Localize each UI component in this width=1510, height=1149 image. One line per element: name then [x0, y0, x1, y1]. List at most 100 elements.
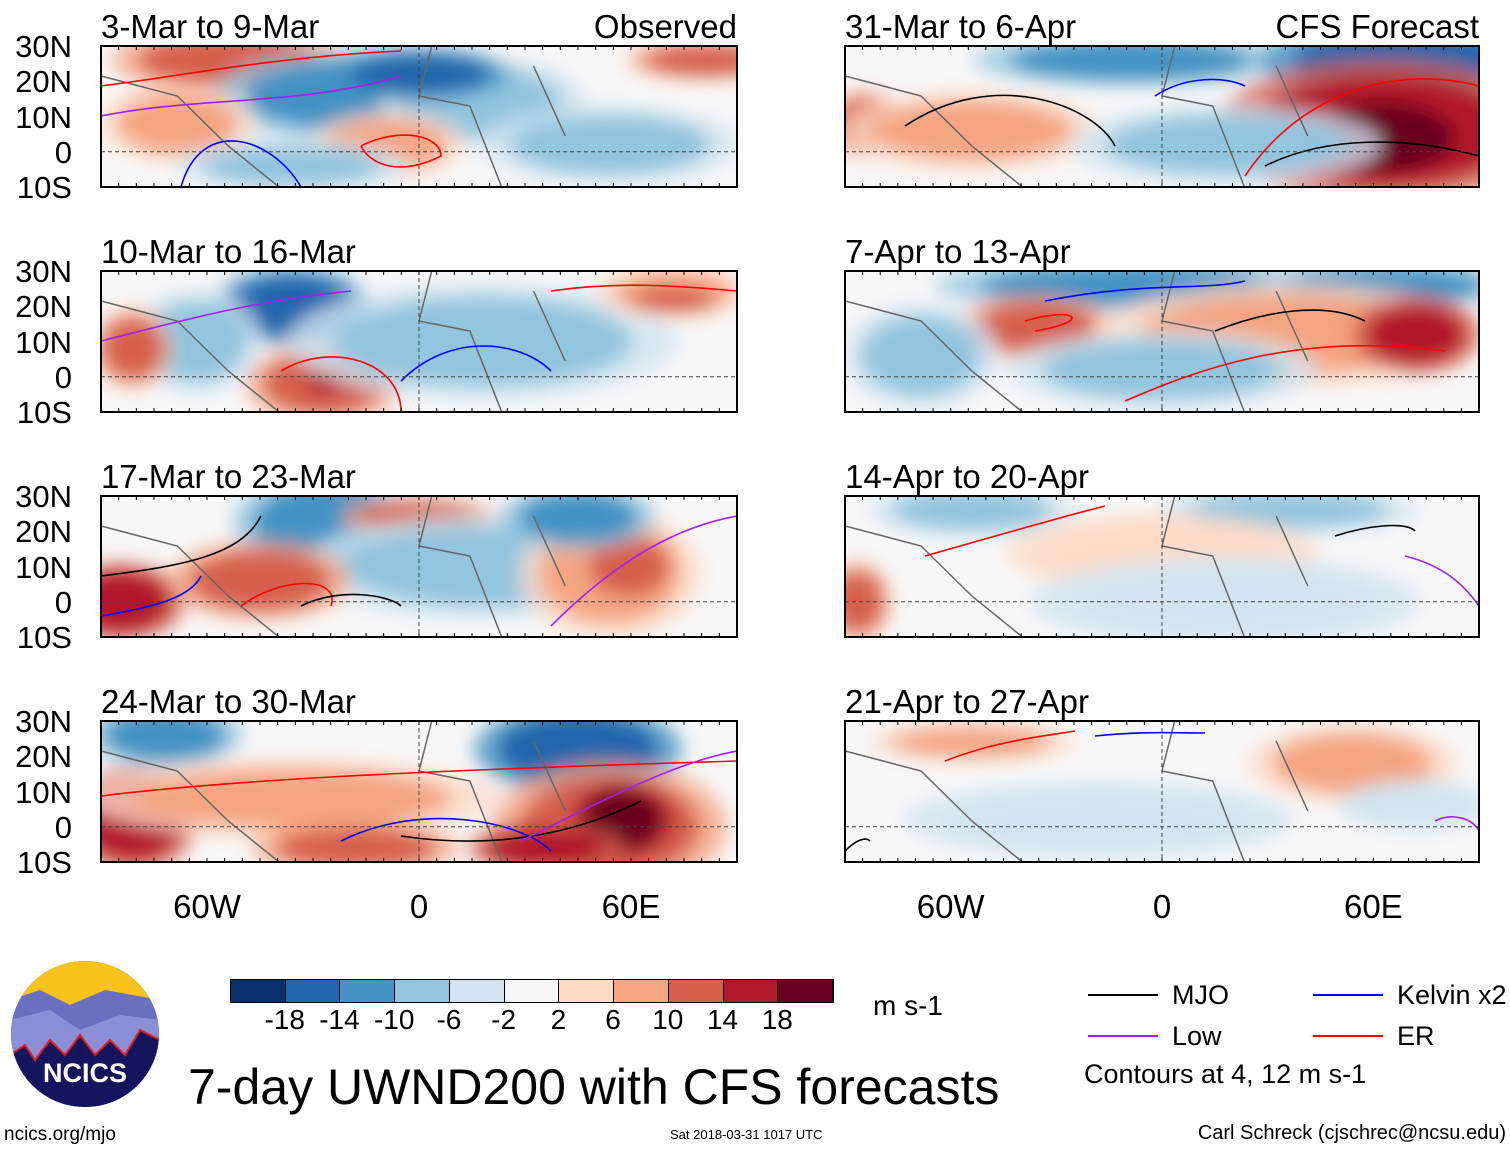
colorbar-swatch	[504, 980, 560, 1002]
wind-anomaly-region	[104, 721, 225, 761]
wind-anomaly-region	[1272, 733, 1433, 794]
wind-anomaly-region	[275, 827, 436, 862]
colorbar-swatch	[559, 980, 615, 1002]
wave-contour	[1094, 731, 1206, 737]
footer-timestamp: Sat 2018-03-31 1017 UTC	[670, 1127, 823, 1142]
coastline	[845, 46, 1309, 187]
coastline	[101, 46, 566, 187]
map-panel	[845, 271, 1479, 412]
colorbar-tick-label: -10	[373, 1004, 415, 1035]
wind-anomaly-region	[146, 301, 247, 382]
map-panel	[101, 46, 737, 187]
wind-anomaly-region	[1365, 304, 1466, 365]
wave-contour	[101, 75, 402, 117]
map-panel	[845, 721, 1479, 862]
coastline	[101, 496, 566, 637]
lat-label: 30N	[15, 254, 72, 289]
lat-label: 30N	[15, 704, 72, 739]
lat-label: 0	[54, 584, 72, 620]
wind-anomaly-region	[518, 496, 638, 543]
wave-contour	[904, 94, 1116, 147]
map-panel	[845, 46, 1479, 187]
map-panel	[101, 496, 737, 637]
wind-anomaly-region	[101, 571, 171, 632]
wave-contour	[300, 593, 402, 607]
panel-title: 14-Apr to 20-Apr	[845, 458, 1089, 495]
lat-label: 10S	[16, 170, 72, 205]
wind-anomaly-region	[845, 571, 883, 632]
wave-contour	[101, 760, 737, 797]
lat-label: 10S	[16, 620, 72, 655]
wind-anomaly-region	[891, 496, 1052, 531]
panel-title: 7-Apr to 13-Apr	[845, 233, 1071, 270]
colorbar-units: m s-1	[873, 990, 943, 1021]
wave-contour	[1044, 280, 1246, 302]
lon-label: 60W	[173, 888, 241, 925]
colorbar-tick-label: -2	[491, 1004, 517, 1035]
wind-anomaly-region	[486, 827, 607, 862]
wave-contour	[240, 582, 333, 607]
legend-label: Low	[1172, 1021, 1222, 1051]
wind-anomaly-region	[633, 287, 714, 312]
legend-line-er	[1313, 1035, 1383, 1037]
lat-label: 0	[54, 359, 72, 395]
wave-contour	[101, 290, 352, 342]
colorbar-swatch	[231, 980, 286, 1002]
lat-label: 20N	[15, 64, 72, 100]
legend-line-kelvin	[1313, 994, 1383, 996]
panel-source-tag: Observed	[593, 8, 737, 45]
lat-label: 10S	[16, 395, 72, 430]
lon-label: 0	[409, 888, 429, 925]
wind-anomaly-region	[509, 114, 710, 175]
panel-title: 17-Mar to 23-Mar	[101, 458, 356, 495]
colorbar-tick-label: -14	[319, 1004, 360, 1035]
footer-url[interactable]: ncics.org/mjo	[4, 1124, 116, 1145]
wave-contour	[550, 284, 737, 292]
coastline	[845, 721, 1309, 862]
lat-label: 20N	[15, 739, 72, 775]
colorbar-tick-label: 18	[761, 1004, 793, 1035]
wind-anomaly-region	[1355, 785, 1476, 826]
wind-anomaly-region	[861, 315, 982, 396]
wave-contour	[1244, 78, 1479, 177]
lat-label: 30N	[15, 479, 72, 514]
wind-anomaly-region	[201, 145, 382, 186]
lat-label: 20N	[15, 289, 72, 325]
lat-label: 0	[54, 809, 72, 845]
legend-line-mjo	[1088, 994, 1158, 996]
colorbar-swatch	[668, 980, 724, 1002]
coastline	[101, 271, 566, 412]
wave-contour	[101, 575, 202, 617]
colorbar-tick-label: 14	[706, 1004, 739, 1035]
panel-title: 31-Mar to 6-Apr	[845, 8, 1077, 45]
wind-anomaly-region	[891, 727, 1052, 758]
panel-title: 3-Mar to 9-Mar	[101, 8, 320, 45]
wave-contour	[280, 356, 402, 412]
lat-label: 0	[54, 134, 72, 170]
colorbar	[230, 979, 834, 1003]
lon-label: 60E	[601, 888, 661, 925]
wind-anomaly-region	[588, 536, 669, 597]
colorbar-swatch	[285, 980, 341, 1002]
footer-credit: Carl Schreck (cjschrec@ncsu.edu)	[1197, 1122, 1506, 1144]
colorbar-swatch	[395, 980, 450, 1002]
svg-text:NCICS: NCICS	[43, 1058, 127, 1088]
wind-anomaly-region	[190, 550, 330, 611]
panel-title: 10-Mar to 16-Mar	[101, 233, 356, 270]
map-panel	[845, 496, 1479, 637]
wave-contour	[360, 134, 442, 168]
colorbar-tick-label: 10	[652, 1004, 684, 1035]
ncics-logo: NCICS	[10, 960, 160, 1108]
wind-anomaly-region	[102, 318, 163, 379]
lon-label: 60E	[1343, 888, 1403, 925]
colorbar-tick-label: 6	[605, 1004, 621, 1035]
lat-label: 30N	[15, 29, 72, 64]
wave-contour	[924, 505, 1106, 557]
colorbar-swatch	[340, 980, 396, 1002]
lat-label: 10N	[15, 324, 72, 360]
colorbar-swatch	[778, 980, 834, 1002]
wind-anomaly-region	[332, 296, 633, 387]
wave-contour	[1264, 141, 1479, 167]
lat-label: 10N	[15, 99, 72, 135]
